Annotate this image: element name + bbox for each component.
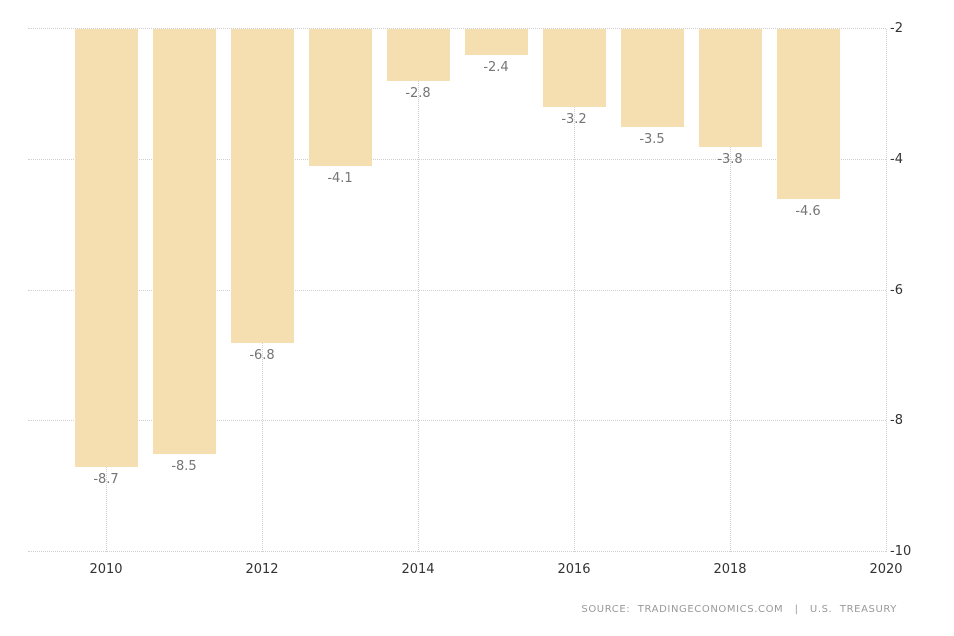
bar-2014 bbox=[386, 29, 450, 82]
x-tick-label: 2018 bbox=[713, 562, 747, 577]
bar-value-label: -3.5 bbox=[639, 132, 665, 148]
x-tick-label: 2016 bbox=[557, 562, 591, 577]
h-gridline bbox=[28, 420, 886, 422]
x-tick-label: 2012 bbox=[245, 562, 279, 577]
bar-2018 bbox=[698, 29, 762, 147]
source-text: SOURCE: TRADINGECONOMICS.COM | U.S. TREA… bbox=[581, 604, 897, 615]
y-tick-label: -2 bbox=[890, 21, 903, 36]
y-tick-label: -6 bbox=[890, 282, 903, 298]
bar-value-label: -3.2 bbox=[561, 112, 587, 128]
y-tick-label: -10 bbox=[890, 544, 912, 559]
bar-2013 bbox=[308, 29, 372, 167]
bar-2011 bbox=[152, 29, 216, 454]
bar-value-label: -2.8 bbox=[405, 86, 431, 102]
h-gridline bbox=[28, 289, 886, 291]
bar-value-label: -6.8 bbox=[249, 347, 275, 363]
bar-2019 bbox=[776, 29, 840, 199]
h-gridline bbox=[28, 28, 886, 29]
bar-value-label: -4.1 bbox=[327, 171, 353, 187]
bar-value-label: -2.4 bbox=[483, 60, 509, 76]
v-gridline bbox=[417, 29, 419, 552]
bar-2010 bbox=[74, 29, 138, 467]
v-gridline bbox=[885, 29, 887, 552]
h-gridline bbox=[28, 158, 886, 160]
v-gridline bbox=[729, 29, 731, 552]
x-tick-label: 2014 bbox=[401, 562, 435, 577]
bar-2012 bbox=[230, 29, 294, 343]
bar-value-label: -3.8 bbox=[717, 151, 743, 167]
h-gridline bbox=[28, 551, 886, 552]
bar-2017 bbox=[620, 29, 684, 128]
bar-value-label: -8.7 bbox=[93, 472, 119, 487]
bar-value-label: -8.5 bbox=[171, 458, 197, 474]
x-tick-label: 2010 bbox=[89, 562, 123, 577]
bar-2015 bbox=[464, 29, 528, 56]
x-tick-label: 2020 bbox=[869, 562, 903, 577]
y-tick-label: -8 bbox=[890, 413, 903, 429]
bar-2016 bbox=[542, 29, 606, 108]
y-tick-label: -4 bbox=[890, 151, 903, 167]
v-gridline bbox=[573, 29, 575, 552]
bar-value-label: -4.6 bbox=[795, 203, 821, 219]
